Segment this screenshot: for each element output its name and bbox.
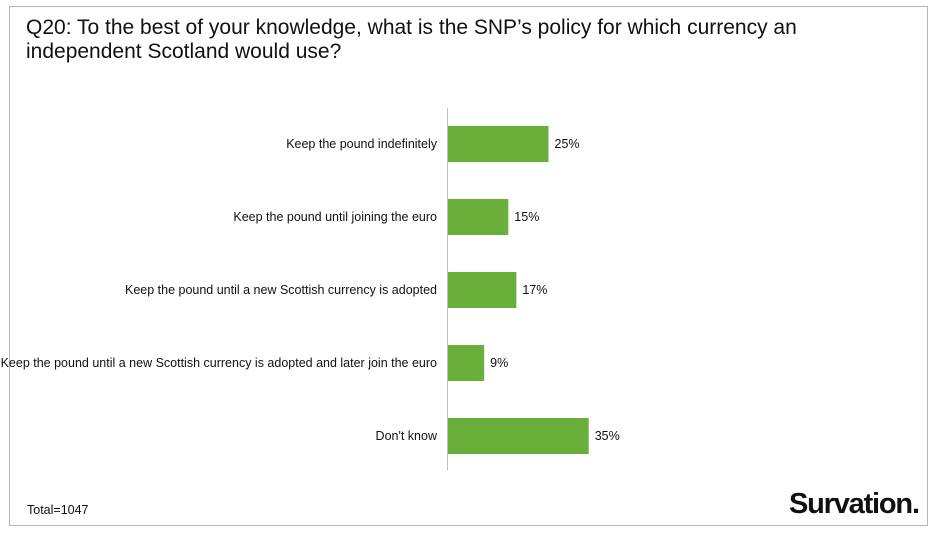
- category-label: Keep the pound until a new Scottish curr…: [1, 356, 437, 370]
- bar: [448, 126, 549, 162]
- data-label: 25%: [555, 137, 580, 151]
- category-label: Keep the pound until a new Scottish curr…: [125, 283, 437, 297]
- survation-logo: Survation.: [789, 488, 920, 520]
- bar: [448, 272, 517, 308]
- bars-group: Keep the pound indefinitely 25% Keep the p…: [1, 126, 620, 454]
- sample-size-note: Total=1047: [27, 503, 89, 517]
- bar: [448, 345, 485, 381]
- data-label: 35%: [595, 429, 620, 443]
- data-label: 17%: [522, 283, 547, 297]
- data-label: 15%: [514, 210, 539, 224]
- category-label: Don't know: [376, 429, 438, 443]
- data-label: 9%: [490, 356, 508, 370]
- bar: [448, 418, 589, 454]
- chart-title: Q20: To the best of your knowledge, what…: [26, 16, 797, 63]
- bar: [448, 199, 509, 235]
- category-label: Keep the pound until joining the euro: [233, 210, 437, 224]
- category-label: Keep the pound indefinitely: [286, 137, 438, 151]
